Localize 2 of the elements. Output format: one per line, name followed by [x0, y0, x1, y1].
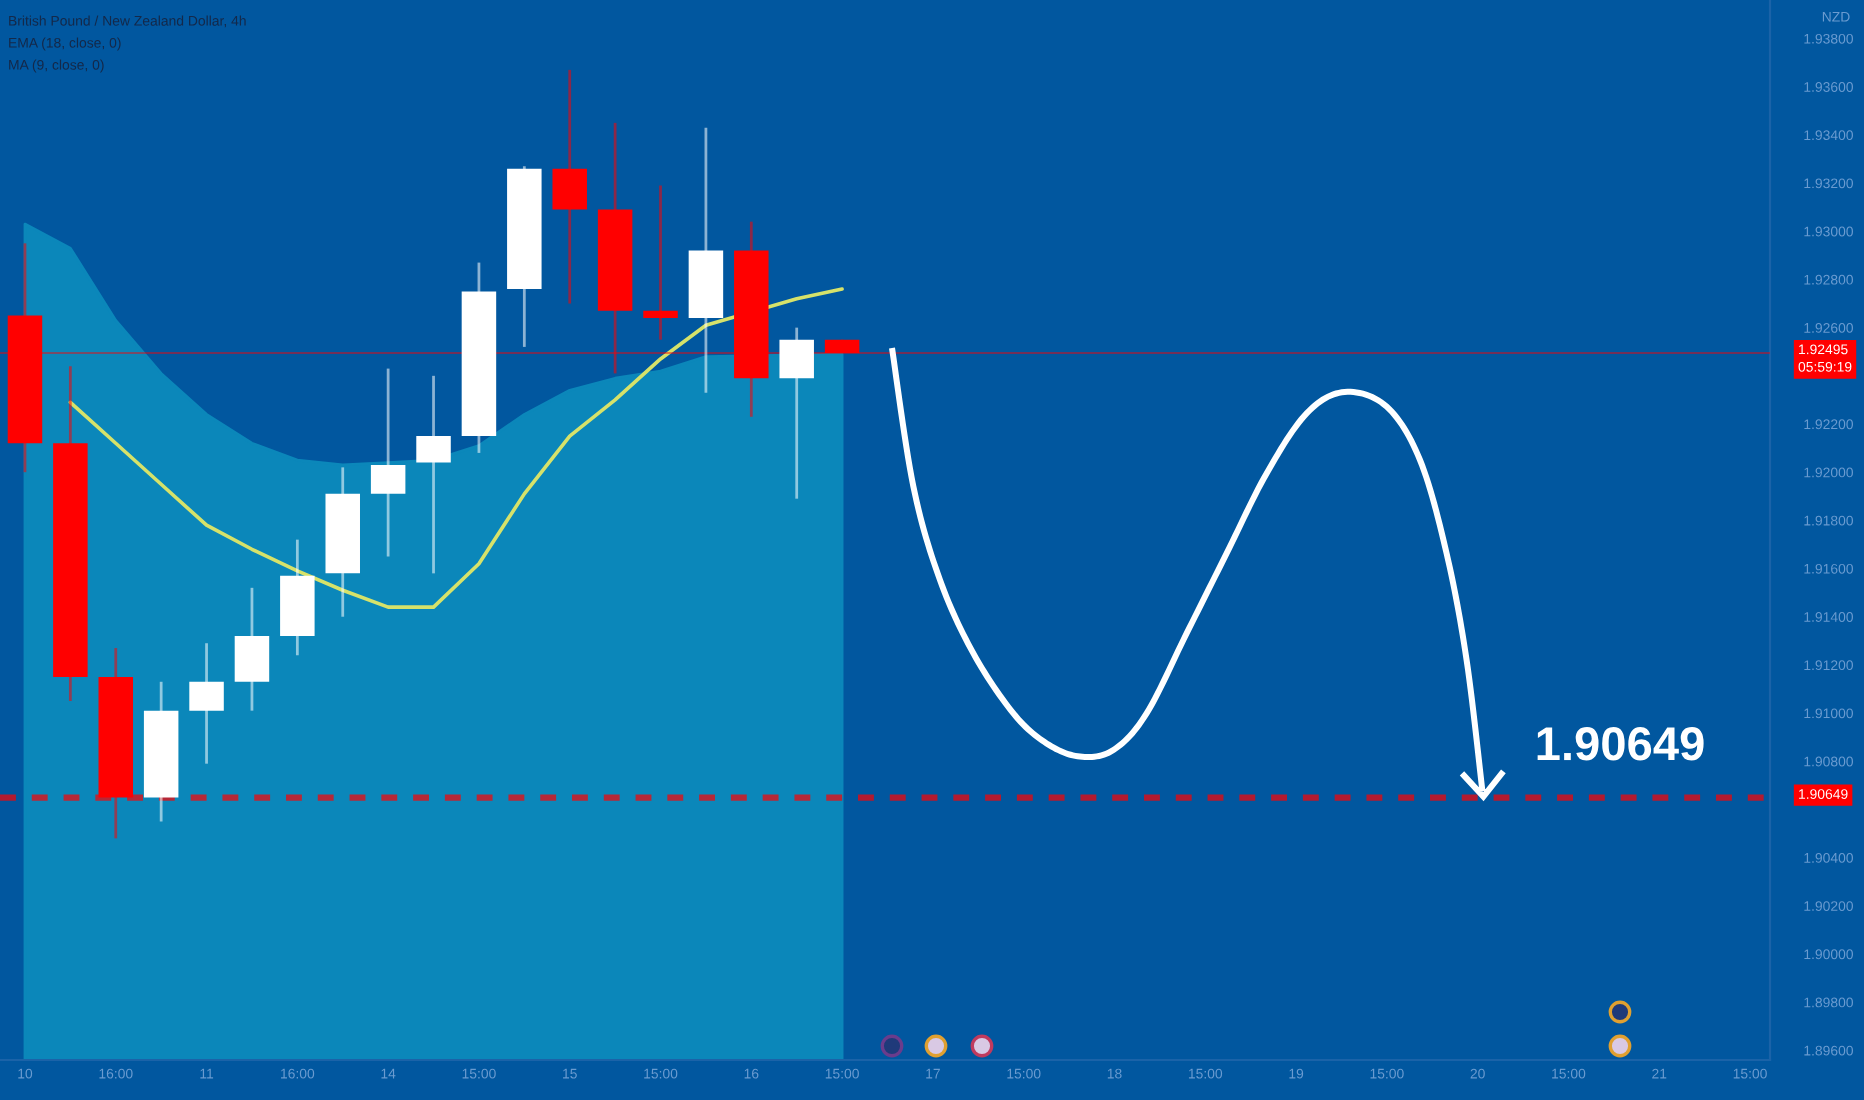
annotation: 1.90649: [1537, 727, 1704, 761]
line-series: [68, 287, 844, 609]
